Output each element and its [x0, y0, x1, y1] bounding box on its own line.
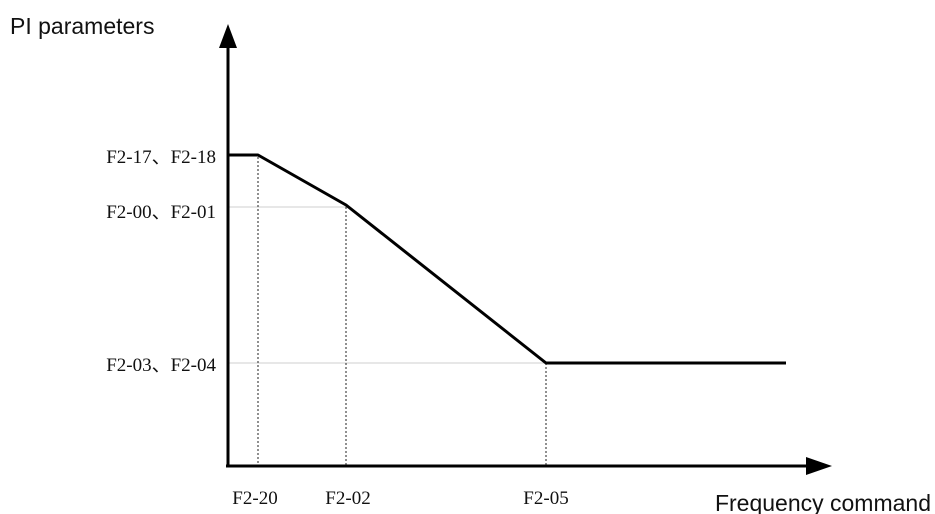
y-axis-title: PI parameters — [10, 13, 154, 39]
x-label-f2-05: F2-05 — [523, 488, 568, 509]
x-label-f2-02: F2-02 — [325, 488, 370, 509]
x-axis-title: Frequency command — [715, 490, 931, 514]
y-axis-arrow-icon — [219, 24, 237, 48]
x-axis-arrow-icon — [806, 457, 832, 475]
y-label-f2-00-f2-01: F2-00、F2-01 — [106, 202, 216, 223]
y-label-f2-03-f2-04: F2-03、F2-04 — [106, 355, 216, 376]
x-label-f2-20: F2-20 — [232, 488, 277, 509]
y-label-f2-17-f2-18: F2-17、F2-18 — [106, 147, 216, 168]
pi-parameter-curve — [228, 153, 786, 365]
